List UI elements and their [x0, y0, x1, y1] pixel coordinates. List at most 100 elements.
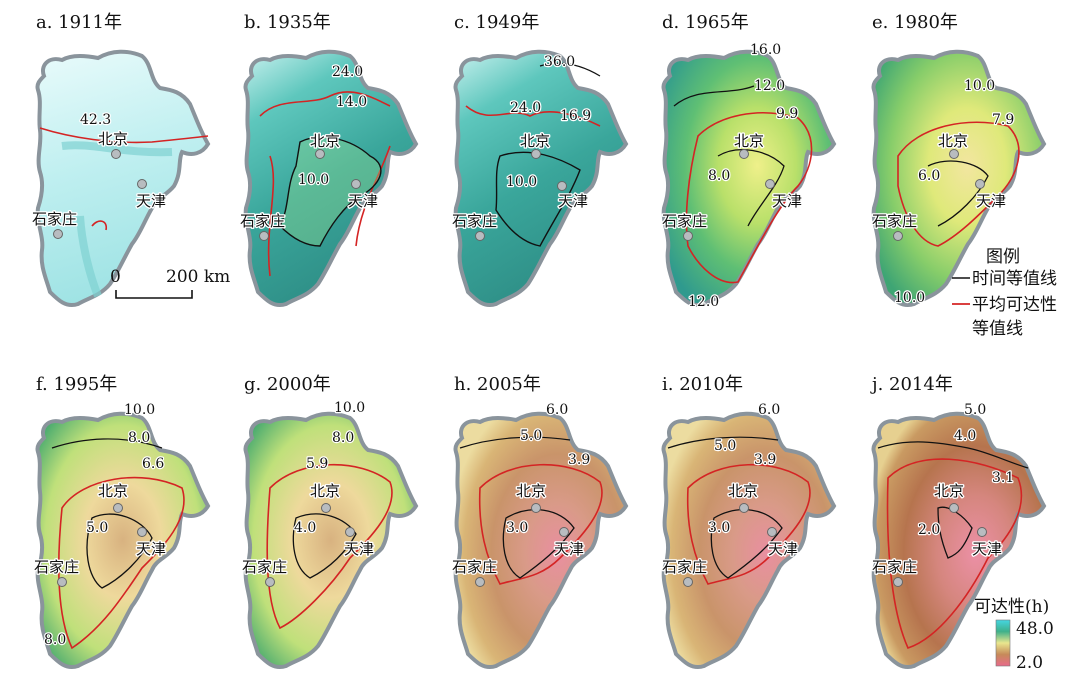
time-isoline: [86, 513, 153, 589]
city-marker-tianjin: [975, 179, 985, 189]
city-label-shijiazhuang: 石家庄: [452, 558, 497, 576]
isoline-label: 5.0: [520, 428, 542, 444]
avg-isoline: [465, 105, 601, 127]
avg-isoline: [91, 220, 108, 231]
city-label-tianjin: 天津: [348, 192, 378, 210]
city-label-shijiazhuang: 石家庄: [32, 210, 77, 228]
isoline-label: 3.0: [708, 520, 730, 536]
isoline-label: 6.0: [546, 402, 568, 418]
city-label-beijing: 北京: [310, 482, 340, 500]
city-marker-beijing: [531, 503, 541, 513]
avg-isoline: [478, 463, 603, 585]
isoline-label: 3.9: [568, 452, 590, 468]
isoline-label: 10.0: [964, 78, 995, 94]
panel-c: c. 1949年 36.0 24.0 16.9 10.0 北京 天津 石家庄: [451, 12, 628, 308]
isoline-label: 8.0: [44, 632, 66, 648]
legend-time-label: 时间等值线: [972, 269, 1057, 289]
city-marker-tianjin: [137, 527, 147, 537]
city-marker-beijing: [949, 503, 959, 513]
time-isoline: [495, 151, 581, 247]
city-marker-beijing: [113, 503, 123, 513]
city-marker-shijiazhuang: [893, 577, 903, 587]
isoline-label: 10.0: [894, 290, 925, 306]
terrain-ridge: [61, 141, 173, 298]
isoline-label: 5.0: [714, 438, 736, 454]
city-marker-shijiazhuang: [53, 229, 63, 239]
city-marker-shijiazhuang: [475, 577, 485, 587]
time-isoline: [292, 513, 357, 579]
city-label-tianjin: 天津: [558, 192, 588, 210]
city-label-shijiazhuang: 石家庄: [242, 558, 287, 576]
panel-title: c. 1949年: [454, 12, 539, 33]
city-marker-tianjin: [559, 527, 569, 537]
isoline-label: 3.0: [506, 520, 528, 536]
city-label-tianjin: 天津: [768, 540, 798, 558]
isoline-label: 16.0: [750, 42, 781, 58]
city-label-shijiazhuang: 石家庄: [872, 212, 917, 230]
isoline-label: 10.0: [124, 402, 155, 418]
scale-distance: 200 km: [166, 267, 230, 287]
legend-avg-label-1: 平均可达性: [972, 295, 1057, 315]
scale-zero: 0: [110, 267, 121, 287]
time-isoline: [927, 160, 989, 227]
city-label-beijing: 北京: [938, 132, 968, 150]
isoline-label: 5.0: [86, 520, 108, 536]
isoline-label: 16.9: [560, 108, 591, 124]
panel-j: j. 2014年 5.0 4.0 3.1 2.0 北京 天津 石家庄: [870, 374, 1046, 670]
isoline-label: 8.0: [708, 168, 730, 184]
time-isoline: [502, 509, 575, 579]
isoline-label: 42.3: [80, 112, 111, 128]
isoline-label: 12.0: [688, 294, 719, 310]
isoline-label: 4.0: [954, 428, 976, 444]
city-label-tianjin: 天津: [972, 540, 1002, 558]
panel-title: d. 1965年: [662, 12, 749, 33]
time-isoline: [877, 441, 1029, 469]
city-marker-shijiazhuang: [683, 577, 693, 587]
city-marker-shijiazhuang: [683, 231, 693, 241]
panel-title: h. 2005年: [454, 374, 541, 395]
time-isoline: [673, 85, 785, 227]
city-marker-beijing: [739, 503, 749, 513]
isoline-label: 7.9: [992, 112, 1014, 128]
isoline-label: 24.0: [332, 64, 363, 80]
city-label-beijing: 北京: [734, 132, 764, 150]
panel-d: d. 1965年 16.0 12.0 9.9 8.0 12.0 北京 天津 石家…: [661, 12, 836, 311]
isoline-label: 8.0: [332, 430, 354, 446]
city-label-shijiazhuang: 石家庄: [452, 212, 497, 230]
time-isoline: [667, 436, 779, 449]
isoline-label: 24.0: [510, 100, 541, 116]
city-marker-tianjin: [137, 179, 147, 189]
city-marker-shijiazhuang: [475, 231, 485, 241]
colorbar-title: 可达性(h): [974, 597, 1049, 617]
panel-title: e. 1980年: [872, 12, 958, 33]
isoline-label: 6.6: [142, 456, 164, 472]
time-isoline: [710, 509, 783, 579]
isoline-label: 3.9: [754, 452, 776, 468]
isoline-label: 6.0: [758, 402, 780, 418]
time-isoline: [539, 62, 601, 77]
city-label-shijiazhuang: 石家庄: [662, 212, 707, 230]
city-marker-beijing: [321, 503, 331, 513]
city-marker-tianjin: [767, 527, 777, 537]
city-marker-beijing: [315, 149, 325, 159]
city-label-tianjin: 天津: [344, 540, 374, 558]
city-marker-beijing: [739, 149, 749, 159]
city-label-shijiazhuang: 石家庄: [872, 558, 917, 576]
city-marker-shijiazhuang: [259, 231, 269, 241]
city-label-beijing: 北京: [520, 132, 550, 150]
city-label-shijiazhuang: 石家庄: [34, 558, 79, 576]
isoline-label: 36.0: [544, 54, 575, 70]
panel-i: i. 2010年 6.0 5.0 3.9 3.0 北京 天津 石家庄: [661, 374, 836, 670]
isoline-label: 2.0: [918, 522, 940, 538]
city-label-tianjin: 天津: [136, 540, 166, 558]
time-isoline: [279, 136, 382, 247]
panel-title: b. 1935年: [244, 12, 331, 33]
isoline-label: 5.9: [306, 456, 328, 472]
panel-title: a. 1911年: [36, 12, 122, 33]
avg-isoline: [58, 476, 185, 650]
panel-title: f. 1995年: [36, 374, 117, 395]
legend: 图例 时间等值线 平均可达性 等值线: [952, 247, 1057, 339]
colorbar: 可达性(h) 48.0 2.0: [974, 597, 1054, 673]
avg-isoline: [39, 127, 209, 144]
time-isoline: [459, 436, 571, 449]
